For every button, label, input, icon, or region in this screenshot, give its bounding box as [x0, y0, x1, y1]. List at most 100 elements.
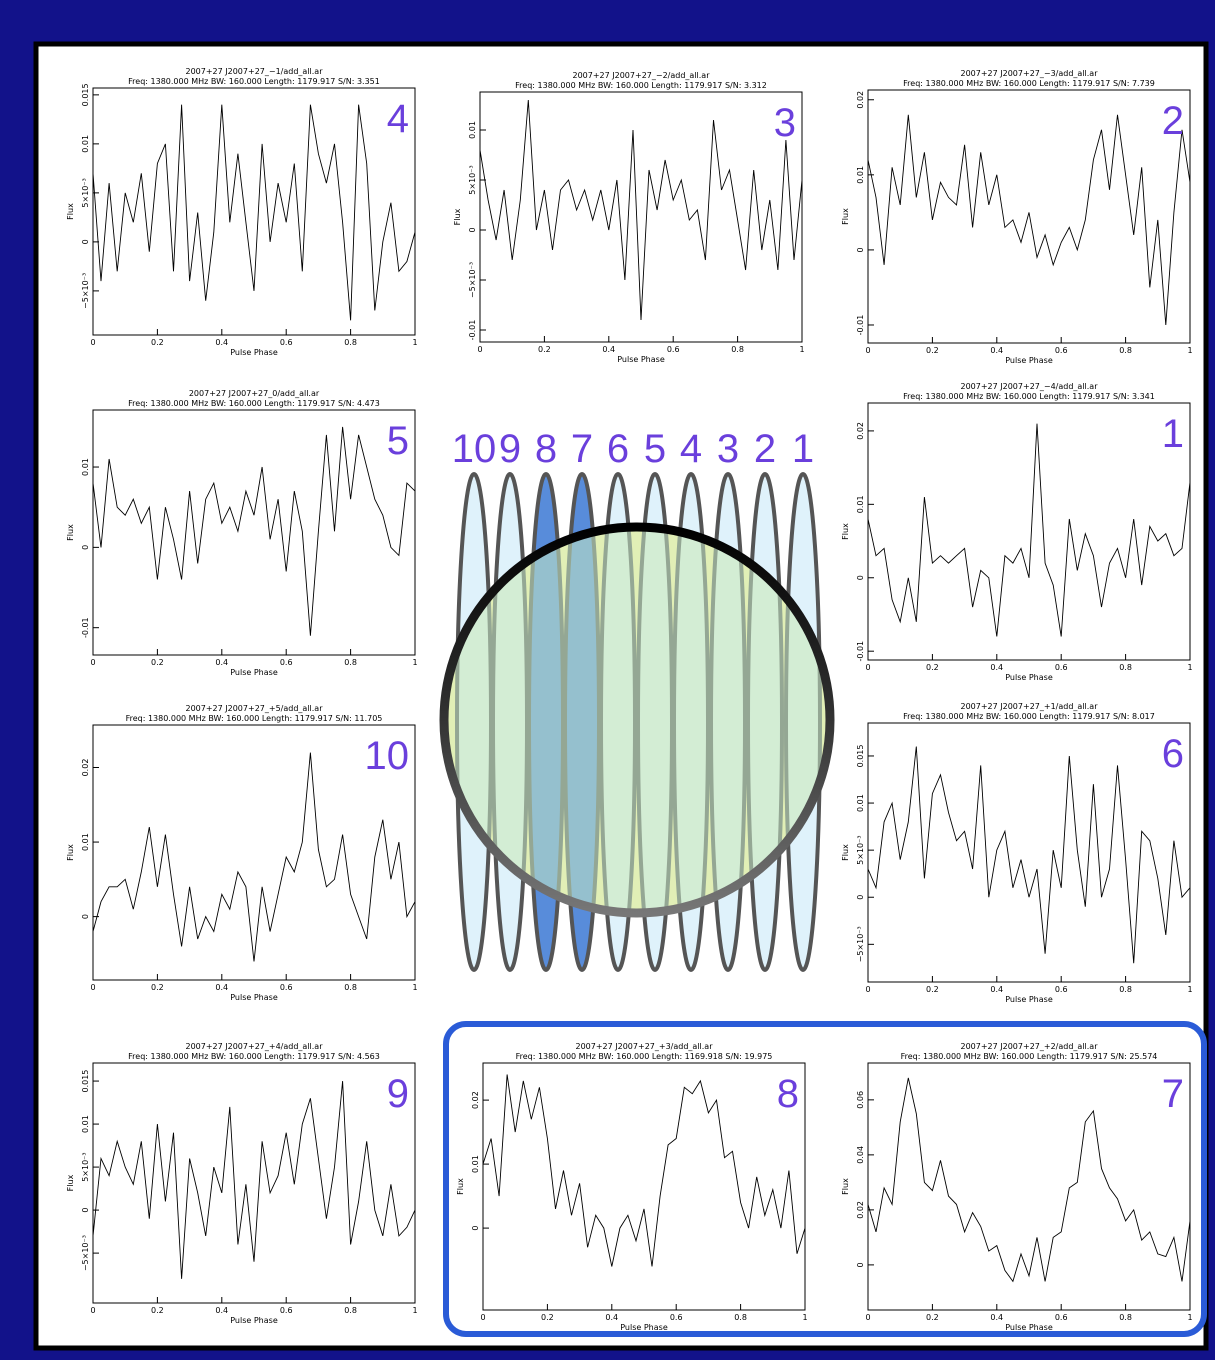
y-tick-label: 5×10⁻³: [468, 165, 477, 194]
y-tick-label: -0.01: [856, 315, 865, 336]
x-tick-label: 1: [802, 1313, 807, 1322]
x-tick-label: 1: [1187, 663, 1192, 672]
x-axis-label: Pulse Phase: [617, 355, 665, 364]
x-axis-label: Pulse Phase: [230, 668, 278, 677]
y-tick-label: 0: [81, 239, 90, 244]
beam-label: 6: [607, 427, 629, 471]
profile-line: [867, 423, 1191, 637]
y-tick-label: 0: [81, 914, 90, 919]
y-tick-label: −5×10⁻³: [81, 1235, 90, 1271]
x-tick-label: 0.2: [151, 1306, 164, 1315]
x-tick-label: 0: [865, 985, 870, 994]
x-tick-label: 0.2: [151, 658, 164, 667]
x-tick-label: 0.8: [1119, 663, 1132, 672]
y-axis-label: Flux: [841, 523, 850, 540]
x-tick-label: 1: [412, 1306, 417, 1315]
x-axis-label: Pulse Phase: [230, 993, 278, 1002]
x-tick-label: 0.8: [734, 1313, 747, 1322]
x-axis-label: Pulse Phase: [1005, 673, 1053, 682]
x-tick-label: 0: [865, 663, 870, 672]
beam-diagram: 10 9 8 7 6 5 4 3 2 1: [439, 427, 835, 972]
x-tick-label: 0: [865, 1313, 870, 1322]
x-tick-label: 0.6: [1055, 663, 1068, 672]
y-tick-label: -0.01: [468, 320, 477, 341]
plot-frame: [92, 724, 416, 981]
x-tick-label: 0.2: [926, 663, 939, 672]
x-tick-label: 0.8: [1119, 985, 1132, 994]
plot-title: 2007+27 J2007+27_+1/add_all.ar: [960, 702, 1098, 711]
beam-label: 5: [644, 427, 666, 471]
y-tick-label: -0.01: [856, 641, 865, 662]
plot-number: 7: [1162, 1072, 1184, 1116]
plot-frame: [92, 87, 416, 336]
x-tick-label: 1: [412, 338, 417, 347]
x-tick-label: 0.4: [215, 658, 228, 667]
plot-title: 2007+27 J2007+27_−4/add_all.ar: [960, 382, 1098, 391]
plot-number: 4: [387, 97, 409, 141]
y-tick-label: 5×10⁻³: [81, 1152, 90, 1181]
profile-line: [479, 99, 803, 321]
x-tick-label: 0.8: [1119, 346, 1132, 355]
y-axis-label: Flux: [66, 524, 75, 541]
x-tick-label: 0.2: [541, 1313, 554, 1322]
x-tick-label: 0: [480, 1313, 485, 1322]
x-tick-label: 0.4: [990, 663, 1003, 672]
y-tick-label: 0.015: [856, 745, 865, 768]
y-tick-label: 0: [81, 545, 90, 550]
plot-title: 2007+27 J2007+27_+5/add_all.ar: [185, 704, 323, 713]
x-tick-label: 0.8: [344, 1306, 357, 1315]
profile-line: [92, 426, 416, 636]
y-tick-label: 0.04: [856, 1146, 865, 1164]
x-tick-label: 0.6: [280, 338, 293, 347]
y-tick-label: 0.01: [81, 458, 90, 476]
y-tick-label: 0.01: [81, 1115, 90, 1133]
y-tick-label: 0.02: [856, 422, 865, 440]
y-tick-label: −5×10⁻³: [468, 262, 477, 298]
x-tick-label: 0.2: [926, 985, 939, 994]
profile-line: [867, 746, 1191, 964]
plot-subtitle: Freq: 1380.000 MHz BW: 160.000 Length: 1…: [901, 1052, 1158, 1061]
x-tick-label: 0: [477, 345, 482, 354]
profile-line: [92, 104, 416, 321]
beam-label: 4: [680, 427, 702, 471]
y-axis-label: Flux: [66, 203, 75, 220]
x-tick-label: 1: [1187, 346, 1192, 355]
y-tick-label: 0: [81, 1208, 90, 1213]
plot-subtitle: Freq: 1380.000 MHz BW: 160.000 Length: 1…: [516, 1052, 773, 1061]
y-tick-label: 0.01: [856, 495, 865, 513]
x-tick-label: 0.6: [280, 658, 293, 667]
beam-label: 3: [717, 427, 739, 471]
plot-title: 2007+27 J2007+27_+4/add_all.ar: [185, 1042, 323, 1051]
y-tick-label: 0.06: [856, 1091, 865, 1109]
x-tick-label: 1: [1187, 985, 1192, 994]
x-axis-label: Pulse Phase: [1005, 995, 1053, 1004]
plot-frame: [482, 1062, 806, 1311]
x-tick-label: 0: [865, 346, 870, 355]
plot-title: 2007+27 J2007+27_−3/add_all.ar: [960, 69, 1098, 78]
y-tick-label: 0.01: [81, 833, 90, 851]
y-tick-label: 0: [856, 895, 865, 900]
plot-title: 2007+27 J2007+27_+2/add_all.ar: [960, 1042, 1098, 1051]
plot-title: 2007+27 J2007+27_+3/add_all.ar: [575, 1042, 713, 1051]
y-tick-label: 0: [856, 247, 865, 252]
plot-frame: [867, 89, 1191, 344]
x-tick-label: 0: [90, 338, 95, 347]
x-tick-label: 0.2: [538, 345, 551, 354]
plot-number: 1: [1162, 412, 1184, 456]
y-axis-label: Flux: [841, 844, 850, 861]
y-tick-label: 0.02: [81, 759, 90, 777]
x-tick-label: 0.4: [215, 1306, 228, 1315]
y-tick-label: 0: [856, 575, 865, 580]
profile-line: [482, 1074, 806, 1267]
y-tick-label: 0.015: [81, 83, 90, 106]
y-tick-label: 0.01: [468, 121, 477, 139]
plot-number: 5: [387, 419, 409, 463]
